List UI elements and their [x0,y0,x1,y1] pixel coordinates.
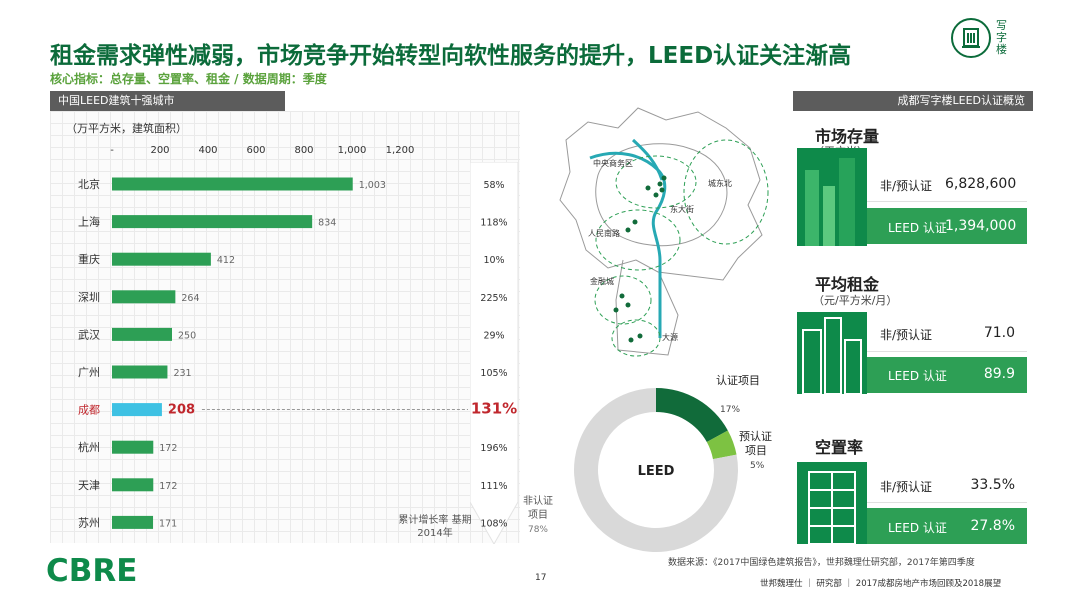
river-branch [631,138,664,181]
project-dot [628,337,634,343]
slice-percent: 78% [528,525,548,535]
chart-grid-background [50,111,520,543]
stat-rent-row-leed [867,357,1027,393]
building-logo-icon [951,18,991,58]
stat-stock-row-non-leed [867,166,1027,202]
page-number: 17 [535,573,547,583]
map-label: 城东北 [708,178,732,188]
southern-extension [615,259,679,356]
stat-vacancy-row-non-leed [867,467,1027,503]
slice-label: 非认证 [523,494,553,507]
donut-slice [706,430,737,460]
stat-rent-row1-label: 非/预认证 [880,328,933,342]
zone-dayuan [611,319,661,357]
zone-finance [594,275,652,325]
stat-stock-title: 市场存量 [815,127,880,146]
stat-vacancy-title: 空置率 [815,438,864,457]
data-source: 数据来源：《2017中国绿色建筑报告》，世邦魏理仕研究部，2017年第四季度 [668,558,975,568]
zone-south [595,209,681,271]
project-dot [661,175,667,181]
slice-label: 认证项目 [716,374,760,387]
stat-stock-row1-value: 6,828,600 [945,176,1017,192]
city-skyline-icon [797,148,867,246]
stat-rent-unit: （元/平方米/月） [813,294,898,307]
project-dot [613,307,619,313]
slice-label: 预认证 [739,430,772,443]
zone-cbd [615,155,697,209]
ring-road [595,143,728,247]
stat-vacancy-row2-value: 27.8% [970,518,1015,534]
project-dot [657,181,663,187]
project-dot [653,192,659,198]
logo-label: 写字楼 [996,19,1007,56]
map-label: 人民南路 [588,228,620,238]
stat-stock-row1-label: 非/预认证 [880,179,933,193]
stat-vacancy-row1-value: 33.5% [970,477,1015,493]
building-grid-icon [797,462,867,545]
growth-note: 累计增长率 基期2014年 [398,515,472,539]
slice-label: 项目 [745,444,767,457]
slice-label: 项目 [528,509,548,521]
page-title: 租金需求弹性减弱，市场竞争开始转型向软性服务的提升，LEED认证关注渐高 [50,43,852,69]
city-outline [559,107,763,281]
stat-vacancy-row2-label: LEED 认证 [888,521,947,535]
stat-rent-row2-value: 89.9 [983,366,1015,382]
river [589,151,667,338]
stat-vacancy-row-leed [867,508,1027,544]
chart-unit-label: （万平方米，建筑面积） [66,122,187,135]
report-footer: 世邦魏理仕 ｜ 研究部 ｜ 2017成都房地产市场回顾及2018展望 [760,579,1002,589]
office-buildings-icon [797,312,867,395]
project-dot [659,187,665,193]
project-dot [625,302,631,308]
stat-stock-row2-value: 1,394,000 [945,218,1017,234]
category-logo: 写字楼 [943,14,1033,64]
cbre-logo: CBRE [46,553,138,589]
stat-rent-row2-label: LEED 认证 [888,369,947,383]
donut-slice [656,388,728,443]
stat-stock-row-leed [867,208,1027,244]
project-dot [637,333,643,339]
project-dot [625,227,631,233]
map-label: 大源 [662,332,678,342]
slice-percent: 5% [750,461,765,471]
stat-stock-row2-label: LEED 认证 [888,221,947,235]
stat-vacancy-row1-label: 非/预认证 [880,480,933,494]
chengdu-map: 中央商务区 城东北 东大街 人民南路 金融城 大源 [559,107,769,357]
stat-rent-row-non-leed [867,316,1027,352]
right-panel-heading: 成都写字楼LEED认证概览 [793,91,1033,111]
map-label: 金融城 [590,276,614,286]
map-label: 中央商务区 [593,158,633,168]
page-subtitle: 核心指标：总存量、空置率、租金 / 数据周期：季度 [50,72,327,86]
project-dot [619,293,625,299]
project-dot [645,185,651,191]
stat-rent-title: 平均租金 [815,275,880,294]
left-panel-heading: 中国LEED建筑十强城市 [50,91,285,111]
map-label: 东大街 [670,204,694,214]
donut-center-label: LEED [638,464,675,479]
project-dot [632,219,638,225]
zone-northeast [683,139,769,245]
growth-arrow-icon [470,162,518,544]
slice-percent: 17% [720,405,740,415]
stat-rent-row1-value: 71.0 [983,325,1015,341]
